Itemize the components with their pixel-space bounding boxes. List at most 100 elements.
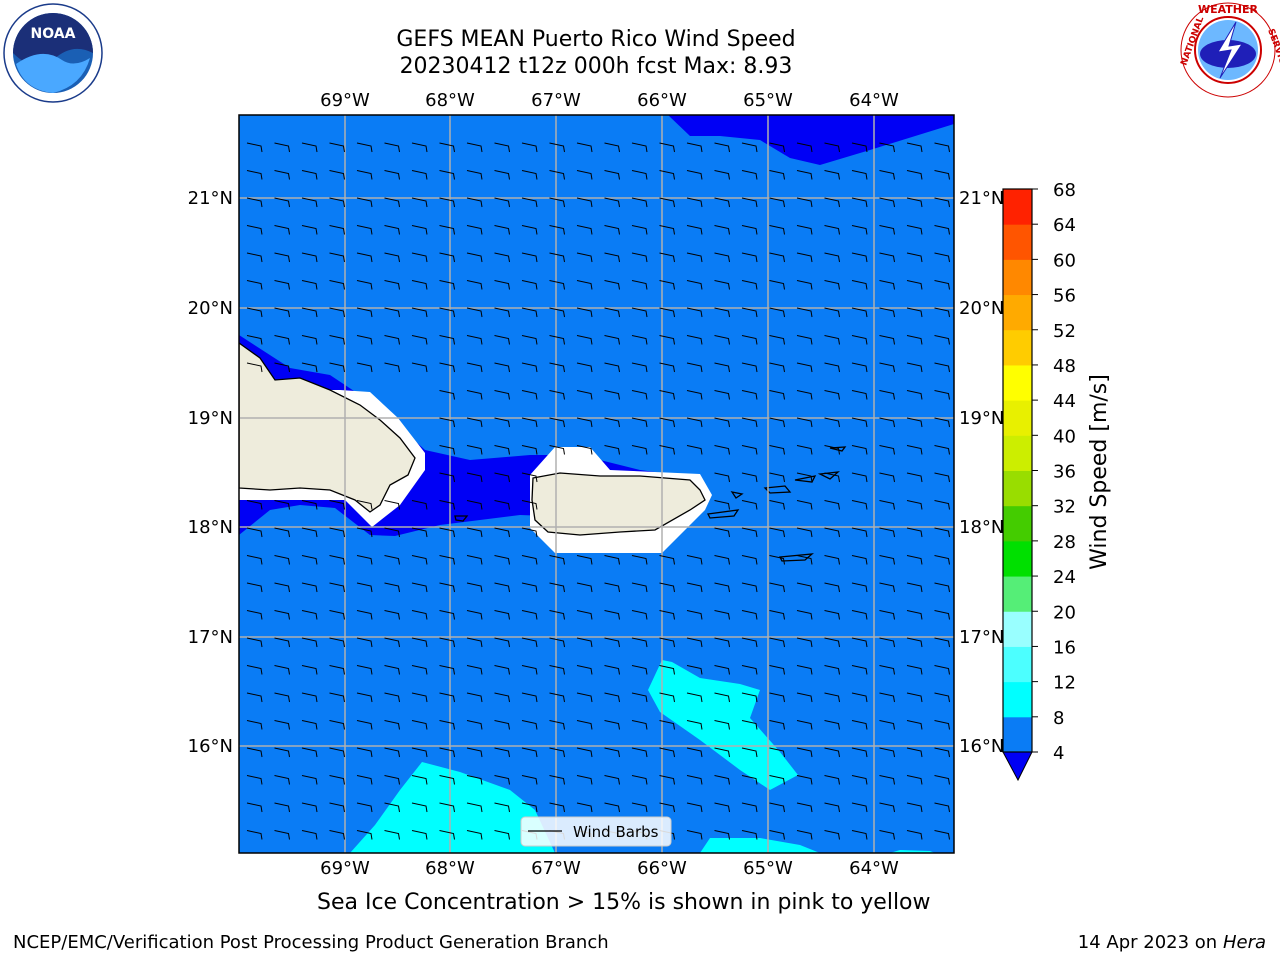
wind-barb (466, 362, 483, 373)
wind-barb (384, 500, 400, 510)
wind-barb (466, 280, 483, 290)
wind-barb (824, 830, 840, 840)
wind-barb (439, 307, 455, 318)
wind-barb (631, 170, 648, 180)
wind-barb (659, 665, 675, 675)
wind-barb (576, 692, 593, 703)
wind-barb (796, 197, 813, 208)
wind-barb (686, 692, 703, 703)
wind-barb (604, 197, 620, 208)
wind-barb (796, 170, 813, 180)
wind-barb (659, 225, 675, 235)
wind-barb (466, 472, 483, 483)
wind-barb (741, 335, 758, 345)
wind-barb (631, 445, 648, 455)
wind-barb (439, 252, 455, 263)
wind-barb (934, 280, 950, 290)
wind-barb (576, 335, 593, 345)
wind-barb (549, 225, 565, 235)
wind-barb (934, 362, 950, 373)
wind-barb (604, 170, 620, 180)
wind-barb (301, 802, 318, 813)
wind-barb (246, 720, 263, 730)
wind-barb (659, 555, 675, 565)
wind-barb (356, 747, 373, 758)
wind-barb (659, 390, 675, 400)
wind-barb (631, 252, 648, 263)
wind-barb (934, 747, 950, 758)
wind-barb (769, 170, 785, 180)
wind-barb (439, 142, 455, 153)
wind-barb (494, 225, 510, 235)
wind-barb (466, 170, 483, 180)
wind-barb (824, 747, 840, 758)
wind-barb (301, 555, 318, 565)
wind-barb (796, 802, 813, 813)
wind-barb (906, 142, 923, 153)
nws-logo: WEATHER NATIONAL SERVICE (1179, 2, 1280, 98)
wind-barb (659, 802, 675, 813)
colorbar-tick-label: 44 (1053, 391, 1076, 412)
wind-barb (796, 555, 813, 565)
wind-barb (686, 280, 703, 290)
wind-barb (824, 500, 840, 510)
wind-barb (851, 830, 868, 840)
wind-barb (686, 142, 703, 153)
wind-barb (301, 527, 318, 538)
wind-barb (686, 720, 703, 730)
wind-barb (631, 225, 648, 235)
wind-barb (796, 692, 813, 703)
wind-barb (274, 720, 290, 730)
wind-barb (411, 720, 428, 730)
wind-barb (851, 280, 868, 290)
wind-barb (824, 307, 840, 318)
wind-barb (411, 280, 428, 290)
wind-barb (549, 637, 565, 648)
lat-label: 17°N (959, 627, 1004, 648)
wind-barb (769, 802, 785, 813)
wind-barb (906, 445, 923, 455)
wind-barb (851, 500, 868, 510)
wind-barb (824, 637, 840, 648)
wind-barb (851, 445, 868, 455)
wind-barb (576, 637, 593, 648)
hispaniola-land (239, 342, 416, 513)
wind-barb (329, 830, 345, 840)
wind-barb (906, 362, 923, 373)
wind-barb (741, 445, 758, 455)
wind-barb (494, 720, 510, 730)
wind-barb (549, 280, 565, 290)
wind-barb (466, 830, 483, 840)
wind-barb (714, 307, 730, 318)
colorbar-band (1003, 259, 1032, 296)
wind-barb (356, 307, 373, 318)
wind-barb (384, 637, 400, 648)
wind-barb (494, 637, 510, 648)
wind-barb (714, 720, 730, 730)
wind-barb (714, 582, 730, 593)
wind-barb (356, 637, 373, 648)
wind-barb (741, 390, 758, 400)
footer-date-prefix: 14 Apr 2023 on (1077, 932, 1223, 953)
breeze-band-south (239, 762, 555, 853)
wind-barb (246, 500, 263, 510)
wind-barb (466, 582, 483, 593)
wind-barb (714, 225, 730, 235)
wind-barb (301, 610, 318, 620)
wind-barb (659, 747, 675, 758)
wind-barb (384, 225, 400, 235)
wind-barb (879, 252, 895, 263)
wind-barb (494, 830, 510, 840)
wind-barb (741, 252, 758, 263)
wind-barb (934, 500, 950, 510)
wind-barb (466, 555, 483, 565)
wind-barb (356, 692, 373, 703)
wind-barb (521, 555, 538, 565)
wind-barb (246, 582, 263, 593)
wind-barb (494, 472, 510, 483)
wind-barb (549, 197, 565, 208)
lon-label: 65°W (743, 90, 793, 111)
wind-barb (851, 802, 868, 813)
wind-barb (521, 225, 538, 235)
colorbar-tick-label: 24 (1053, 567, 1076, 588)
